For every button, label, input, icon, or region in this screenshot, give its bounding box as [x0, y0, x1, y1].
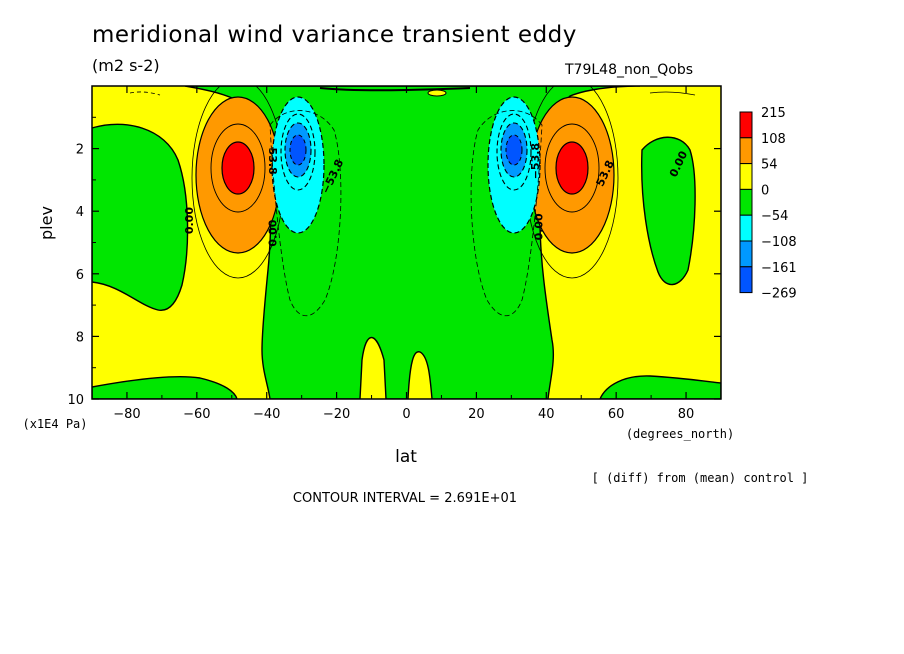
y-tick-label: 6 — [76, 268, 84, 283]
colorbar-label: −269 — [761, 287, 797, 302]
contour-outer-dash-right — [470, 110, 543, 317]
colorbar-swatch — [739, 266, 753, 294]
x-axis-units: (degrees_north) — [626, 427, 734, 441]
contour-inner-left — [210, 123, 266, 213]
x-axis-label: lat — [395, 447, 417, 467]
y-axis-units: (x1E4 Pa) — [22, 417, 87, 431]
field-minus161-right — [505, 134, 523, 166]
y-tick-label: 8 — [76, 330, 84, 345]
colorbar-label: 0 — [761, 183, 769, 198]
field-minus161-left — [289, 134, 307, 166]
y-axis-label: plev — [37, 206, 56, 240]
contour-label: 0.00 — [183, 207, 196, 234]
colorbar-swatch — [739, 188, 753, 216]
x-tick-label: −20 — [323, 407, 350, 422]
run-label: T79L48_non_Qobs — [565, 62, 694, 78]
colorbar-swatch — [739, 163, 753, 190]
colorbar-label: −161 — [761, 261, 797, 276]
colorbar-label: 54 — [761, 158, 778, 173]
colorbar-label: −108 — [761, 235, 797, 250]
y-axis: 2 4 6 8 10 — [67, 116, 721, 408]
contour-top-edge — [319, 87, 471, 92]
contour-inner-right — [544, 123, 600, 213]
contour-label: 0.00 — [267, 219, 280, 246]
chart-units: (m2 s-2) — [92, 56, 160, 75]
field-negative-left-lobe — [92, 123, 189, 312]
contour-label: −53.8 — [529, 143, 542, 179]
y-tick-label: 4 — [76, 205, 84, 220]
field-top-spot — [427, 89, 447, 97]
y-tick-label: 10 — [67, 393, 84, 408]
field-215-left — [221, 141, 255, 195]
contour-label: 0.00 — [532, 213, 545, 240]
x-tick-label: 20 — [468, 407, 485, 422]
colorbar-swatch — [739, 111, 753, 139]
x-tick-label: −80 — [113, 407, 140, 422]
x-tick-label: 80 — [678, 407, 695, 422]
x-tick-label: −60 — [183, 407, 210, 422]
x-tick-label: 60 — [608, 407, 625, 422]
colorbar: 215 108 54 0 −54 −108 −161 −269 — [739, 106, 797, 302]
contour-top-right — [649, 91, 696, 96]
colorbar-label: 215 — [761, 106, 786, 121]
x-tick-label: 0 — [402, 407, 410, 422]
colorbar-label: −54 — [761, 209, 788, 224]
contour-outer-dash-left — [269, 110, 342, 317]
diff-note: [ (diff) from (mean) control ] — [592, 471, 809, 485]
contour-dash-right — [496, 113, 532, 191]
field-215-right — [555, 141, 589, 195]
contour-label: 53.8 — [266, 148, 279, 175]
x-axis: −80 −60 −40 −20 0 20 40 60 80 — [91, 86, 722, 422]
contour-dash-left — [280, 113, 316, 191]
colorbar-swatch — [739, 214, 753, 242]
colorbar-swatch — [739, 240, 753, 268]
chart-title: meridional wind variance transient eddy — [92, 22, 577, 48]
colorbar-swatch — [739, 137, 753, 165]
x-tick-label: 40 — [538, 407, 555, 422]
x-tick-label: −40 — [253, 407, 280, 422]
field-negative-bottom-right — [599, 375, 721, 399]
field-negative-bottom-left — [92, 376, 238, 399]
contour-top-left — [129, 91, 161, 96]
field-negative-right-lobe — [641, 136, 696, 286]
contour-interval: CONTOUR INTERVAL = 2.691E+01 — [293, 491, 517, 506]
colorbar-label: 108 — [761, 132, 786, 147]
y-tick-label: 2 — [76, 143, 84, 158]
